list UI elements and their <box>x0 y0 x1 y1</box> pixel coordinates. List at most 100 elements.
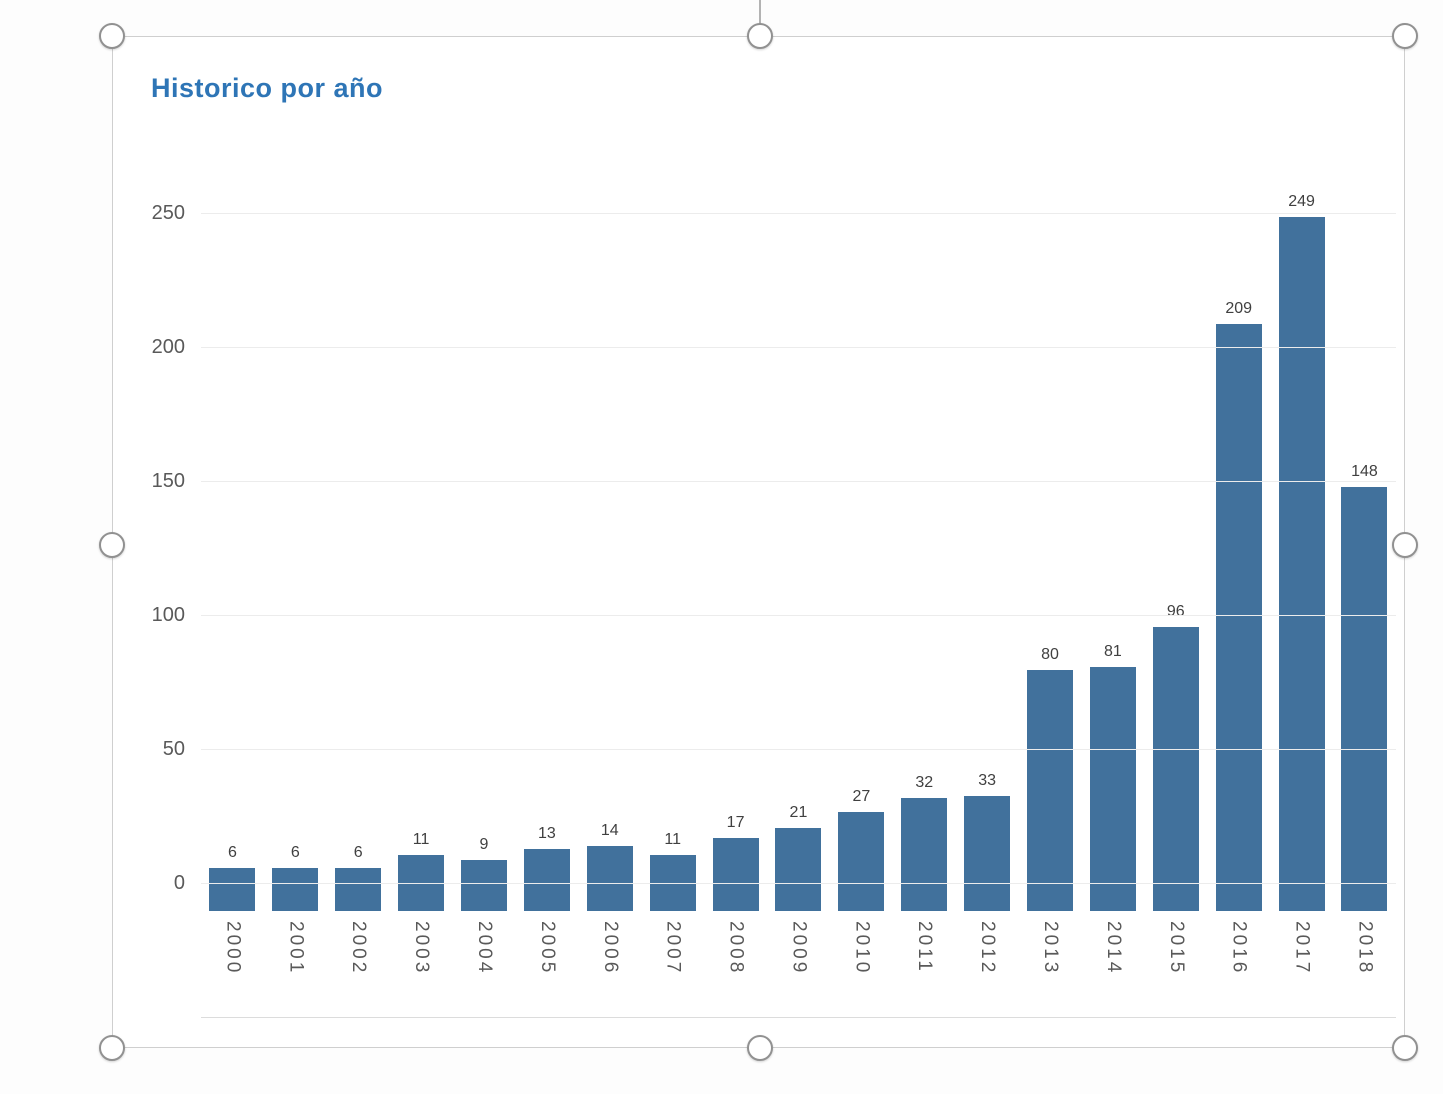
bar[interactable] <box>209 867 256 911</box>
bar-value-label: 96 <box>1166 602 1185 620</box>
chart-selection-frame[interactable]: Historico por año 6 2000 6 2001 6 2002 11 2003 9… <box>112 36 1405 1048</box>
bar-slot: 33 2012 <box>956 181 1019 975</box>
x-axis-tick-label[interactable]: 2013 <box>1040 921 1062 976</box>
bar[interactable] <box>901 798 948 911</box>
bar-slot: 9 2004 <box>453 181 516 975</box>
bar-slot: 21 2009 <box>767 181 830 975</box>
bar-value-label: 81 <box>1104 642 1122 660</box>
selection-handle-middle-right[interactable] <box>1392 532 1418 558</box>
bar-value-label: 11 <box>664 830 681 848</box>
x-axis-line <box>201 1017 1396 1018</box>
x-axis-tick-label[interactable]: 2011 <box>914 921 936 974</box>
x-axis-tick-label[interactable]: 2012 <box>977 921 999 976</box>
bar-slot: 6 2002 <box>327 181 390 975</box>
x-axis-tick-label[interactable]: 2017 <box>1291 921 1313 976</box>
bar[interactable] <box>1089 666 1136 911</box>
bar-slot: 80 2013 <box>1019 181 1082 975</box>
plot-area: 6 2000 6 2001 6 2002 11 2003 9 2004 13 2005 14 2006 11… <box>152 181 1396 975</box>
selection-handle-top-center[interactable] <box>747 23 773 49</box>
x-axis-tick-label[interactable]: 2006 <box>599 921 621 976</box>
rotation-handle-line <box>759 0 761 36</box>
x-axis-tick-label[interactable]: 2002 <box>348 921 370 976</box>
bar[interactable] <box>335 867 382 911</box>
chart-title[interactable]: Historico por año <box>151 73 384 103</box>
y-axis-tick-label[interactable]: 200 <box>151 336 185 358</box>
y-axis-tick-label[interactable]: 100 <box>151 604 185 626</box>
bar[interactable] <box>398 854 445 911</box>
bar[interactable] <box>775 827 822 911</box>
bar[interactable] <box>712 838 759 911</box>
selection-handle-bottom-center[interactable] <box>747 1035 773 1061</box>
bar[interactable] <box>1341 487 1388 911</box>
bar-slot: 27 2010 <box>830 181 893 975</box>
bar[interactable] <box>523 849 570 911</box>
bar-value-label: 17 <box>726 814 745 832</box>
x-axis-tick-label[interactable]: 2010 <box>851 921 873 976</box>
bar-slot: 6 2001 <box>264 181 327 975</box>
bar-slot: 13 2005 <box>515 181 578 975</box>
bar[interactable] <box>1215 323 1262 911</box>
x-axis-tick-label[interactable]: 2007 <box>662 921 684 976</box>
bar-value-label: 33 <box>978 771 997 789</box>
bar[interactable] <box>649 854 696 911</box>
y-axis-tick-label[interactable]: 0 <box>173 872 185 894</box>
selection-handle-middle-left[interactable] <box>99 532 125 558</box>
bar-value-label: 14 <box>600 822 619 840</box>
x-axis-tick-label[interactable]: 2018 <box>1354 921 1376 976</box>
selection-handle-bottom-right[interactable] <box>1392 1035 1418 1061</box>
x-axis-tick-label[interactable]: 2014 <box>1102 921 1124 976</box>
bar-slot: 249 2017 <box>1270 181 1333 975</box>
bar-slot: 32 2011 <box>893 181 956 974</box>
gridline <box>201 615 1396 616</box>
selection-handle-bottom-left[interactable] <box>99 1035 125 1061</box>
bar-value-label: 209 <box>1225 299 1253 317</box>
bar[interactable] <box>461 859 507 911</box>
y-axis-tick-label[interactable]: 150 <box>151 470 185 492</box>
bar-slot: 6 2000 <box>201 181 264 975</box>
bar[interactable] <box>272 867 319 911</box>
bar-value-label: 6 <box>353 843 363 861</box>
gridline <box>201 749 1396 750</box>
bar-slot: 11 2007 <box>641 181 704 975</box>
x-axis-tick-label[interactable]: 2004 <box>474 921 495 976</box>
bar-value-label: 21 <box>789 803 808 821</box>
bar-value-label: 27 <box>852 787 871 805</box>
x-axis-tick-label[interactable]: 2003 <box>411 921 433 976</box>
bar-value-label: 6 <box>227 843 237 861</box>
bar-value-label: 6 <box>290 843 300 861</box>
bar-value-label: 13 <box>537 825 556 843</box>
x-axis-tick-label[interactable]: 2009 <box>788 921 810 976</box>
x-axis-tick-label[interactable]: 2015 <box>1165 921 1187 976</box>
x-axis-tick-label[interactable]: 2008 <box>725 921 747 976</box>
bar[interactable] <box>586 846 633 911</box>
bar[interactable] <box>1152 626 1199 911</box>
selection-handle-top-left[interactable] <box>99 23 125 49</box>
x-axis-tick-label[interactable]: 2005 <box>536 921 558 976</box>
bar-series: 6 2000 6 2001 6 2002 11 2003 9 2004 13 2005 14 2006 11… <box>201 181 1396 975</box>
x-axis-tick-label[interactable]: 2000 <box>222 921 244 976</box>
bar[interactable] <box>1027 669 1074 911</box>
bar[interactable] <box>838 811 885 911</box>
bar-value-label: 249 <box>1288 192 1315 210</box>
bar-value-label: 80 <box>1041 645 1059 663</box>
x-axis-tick-label[interactable]: 2016 <box>1228 921 1250 976</box>
bar-value-label: 148 <box>1351 463 1378 481</box>
y-axis-tick-label[interactable]: 50 <box>162 738 185 760</box>
bar-slot: 11 2003 <box>390 181 453 975</box>
x-axis-tick-label[interactable]: 2001 <box>285 921 307 976</box>
bar-value-label: 32 <box>915 774 934 792</box>
bar-slot: 14 2006 <box>578 181 641 975</box>
gridline <box>201 883 1396 884</box>
gridline <box>201 213 1396 214</box>
bar-slot: 209 2016 <box>1207 181 1270 975</box>
selection-handle-top-right[interactable] <box>1392 23 1418 49</box>
gridline <box>201 481 1396 482</box>
gridline <box>201 347 1396 348</box>
bar-value-label: 11 <box>412 830 430 848</box>
y-axis-tick-label[interactable]: 250 <box>151 202 185 224</box>
bar[interactable] <box>1278 216 1325 911</box>
bar-slot: 81 2014 <box>1081 181 1144 975</box>
bar-slot: 17 2008 <box>704 181 767 975</box>
bar-slot: 96 2015 <box>1144 181 1207 975</box>
bar[interactable] <box>964 795 1011 911</box>
